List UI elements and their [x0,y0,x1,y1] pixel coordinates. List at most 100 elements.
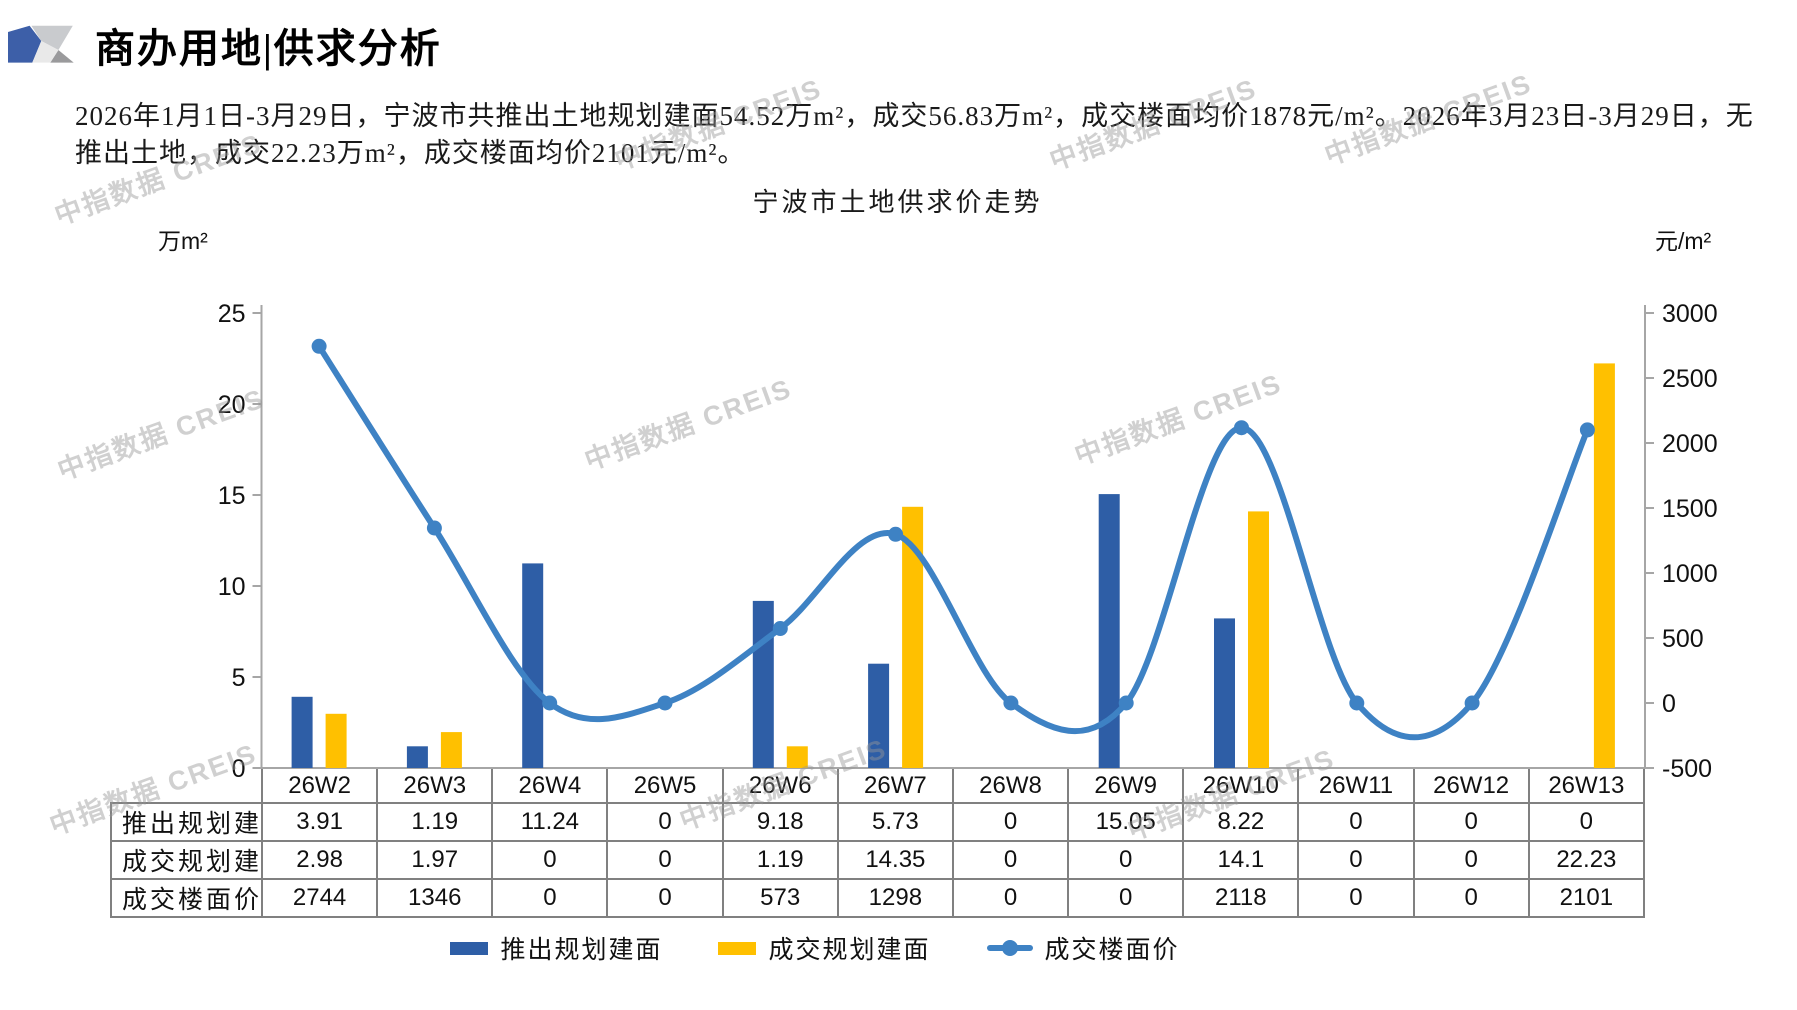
category-cell-26W11: 26W11 [1297,769,1415,804]
table-row-0: 推出规划建面3.911.1911.2409.185.73015.058.2200… [110,802,1646,842]
legend-swatch-supply-area [450,941,489,955]
cell-r2-26W6: 573 [721,878,839,918]
cell-r1-26W9: 0 [1067,840,1185,880]
cell-r0-26W5: 0 [606,802,724,842]
cell-r0-26W3: 1.19 [376,802,494,842]
logo-grey-shape-top [31,25,73,50]
bar-supply-26W2 [291,696,313,768]
bar-deal-26W2 [325,713,347,768]
right-axis-tick--500: -500 [1662,755,1712,783]
category-cell-26W9: 26W9 [1067,769,1185,804]
price-point-26W5 [657,695,673,711]
price-point-26W10 [1234,420,1249,436]
cell-r1-26W2: 2.98 [260,840,379,880]
bar-deal-26W13 [1593,363,1615,768]
chart-legend: 推出规划建面 成交规划建面 成交楼面价 [110,930,1520,966]
right-axis-unit: 元/m² [1655,228,1712,254]
category-cell-26W7: 26W7 [836,769,954,804]
cell-r1-26W3: 1.97 [376,840,494,880]
bar-deal-26W6 [786,746,808,768]
chart-title: 宁波市土地供求价走势 [752,188,1043,217]
bar-supply-26W7 [868,663,890,768]
bar-supply-26W6 [752,600,774,768]
price-point-26W6 [772,621,788,636]
category-cell-26W8: 26W8 [951,769,1070,804]
bar-supply-26W4 [522,563,544,768]
cell-r0-26W6: 9.18 [721,802,839,842]
cell-r0-26W10: 8.22 [1182,802,1300,842]
cell-r2-26W4: 0 [491,878,609,918]
logo-blue-shape [8,25,42,63]
cell-r0-26W11: 0 [1297,802,1415,842]
bar-deal-26W10 [1248,511,1269,768]
price-point-26W3 [426,520,442,536]
cell-r0-26W4: 11.24 [491,802,609,842]
cell-r1-26W13: 22.23 [1527,840,1646,880]
category-cell-26W3: 26W3 [376,769,494,804]
cell-r1-26W6: 1.19 [721,840,839,880]
right-axis-tick-2000: 2000 [1662,430,1718,458]
watermark: 中指数据 CREIS [1070,368,1286,471]
price-point-26W12 [1464,695,1480,711]
legend-label-deal-area: 成交规划建面 [768,937,931,964]
right-axis-tick-1000: 1000 [1662,560,1718,588]
right-axis-tick-3000: 3000 [1662,300,1718,328]
right-axis-tick-2500: 2500 [1662,365,1718,393]
table-row-categories: 26W2 26W3 26W4 26W5 26W6 26W7 26W8 26W9 26W10 26W… [111,769,1646,804]
cell-r1-26W12: 0 [1412,840,1530,880]
bar-supply-26W9 [1098,494,1120,768]
price-line [316,343,1591,741]
cell-r1-26W7: 14.35 [836,840,954,880]
cell-r2-26W2: 2744 [260,878,379,918]
right-axis-tick-500: 500 [1662,625,1704,653]
cell-r0-26W13: 0 [1527,802,1646,842]
page-title: 商办用地|供求分析 [95,26,442,71]
category-cell-26W5: 26W5 [606,769,724,804]
row-header-0: 推出规划建面 [110,802,263,842]
category-cell-26W13: 26W13 [1527,769,1646,804]
cell-r0-26W2: 3.91 [260,802,379,842]
cell-r0-26W7: 5.73 [836,802,954,842]
category-cell-26W2: 26W2 [260,769,379,804]
table-row-2: 成交楼面价 2744 1346 0 0 573 1298 0 0 2118 0 0 2101 [110,878,1646,918]
bar-deal-26W3 [440,732,462,768]
legend-line-marker-icon [986,940,1033,956]
left-axis-tick-15: 15 [218,482,246,510]
cell-r1-26W11: 0 [1297,840,1415,880]
left-axis-tick-25: 25 [218,300,246,328]
legend-label-supply-area: 推出规划建面 [500,937,663,964]
cell-r2-26W7: 1298 [836,878,954,918]
intro-paragraph: 2026年1月1日-3月29日，宁波市共推出土地规划建面54.52万m²，成交5… [75,98,1755,172]
price-point-26W4 [542,695,558,711]
row-header-2: 成交楼面价 [110,878,263,918]
intro-line-1: 2026年1月1日-3月29日，宁波市共推出土地规划建面54.52万m²，成交5… [75,101,1754,131]
bar-supply-26W10 [1214,618,1235,768]
intro-line-2: 推出土地，成交22.23万m²，成交楼面均价2101元/m²。 [75,138,746,168]
category-cell-26W6: 26W6 [721,769,839,804]
logo-grey-shape-right [50,50,74,63]
category-cell-26W12: 26W12 [1412,769,1530,804]
cell-r0-26W12: 0 [1412,802,1530,842]
left-axis-tick-10: 10 [218,573,246,601]
category-cell-26W10: 26W10 [1182,769,1300,804]
cell-r2-26W5: 0 [606,878,724,918]
cell-r2-26W10: 2118 [1182,878,1300,918]
price-point-26W7 [888,526,904,542]
price-point-26W8 [1003,695,1019,711]
right-axis-tick-1500: 1500 [1662,495,1718,523]
watermark: 中指数据 CREIS [53,383,269,486]
cell-r1-26W5: 0 [606,840,724,880]
cell-r2-26W11: 0 [1297,878,1415,918]
cell-r2-26W13: 2101 [1527,878,1646,918]
legend-item-supply-area: 推出规划建面 [450,930,662,966]
legend-item-deal-area: 成交规划建面 [718,930,930,966]
legend-item-floor-price: 成交楼面价 [986,930,1180,966]
cell-r2-26W12: 0 [1412,878,1530,918]
cell-r1-26W4: 0 [491,840,609,880]
bar-deal-26W7 [902,506,924,768]
cell-r1-26W8: 0 [951,840,1070,880]
left-axis-tick-20: 20 [218,391,246,419]
